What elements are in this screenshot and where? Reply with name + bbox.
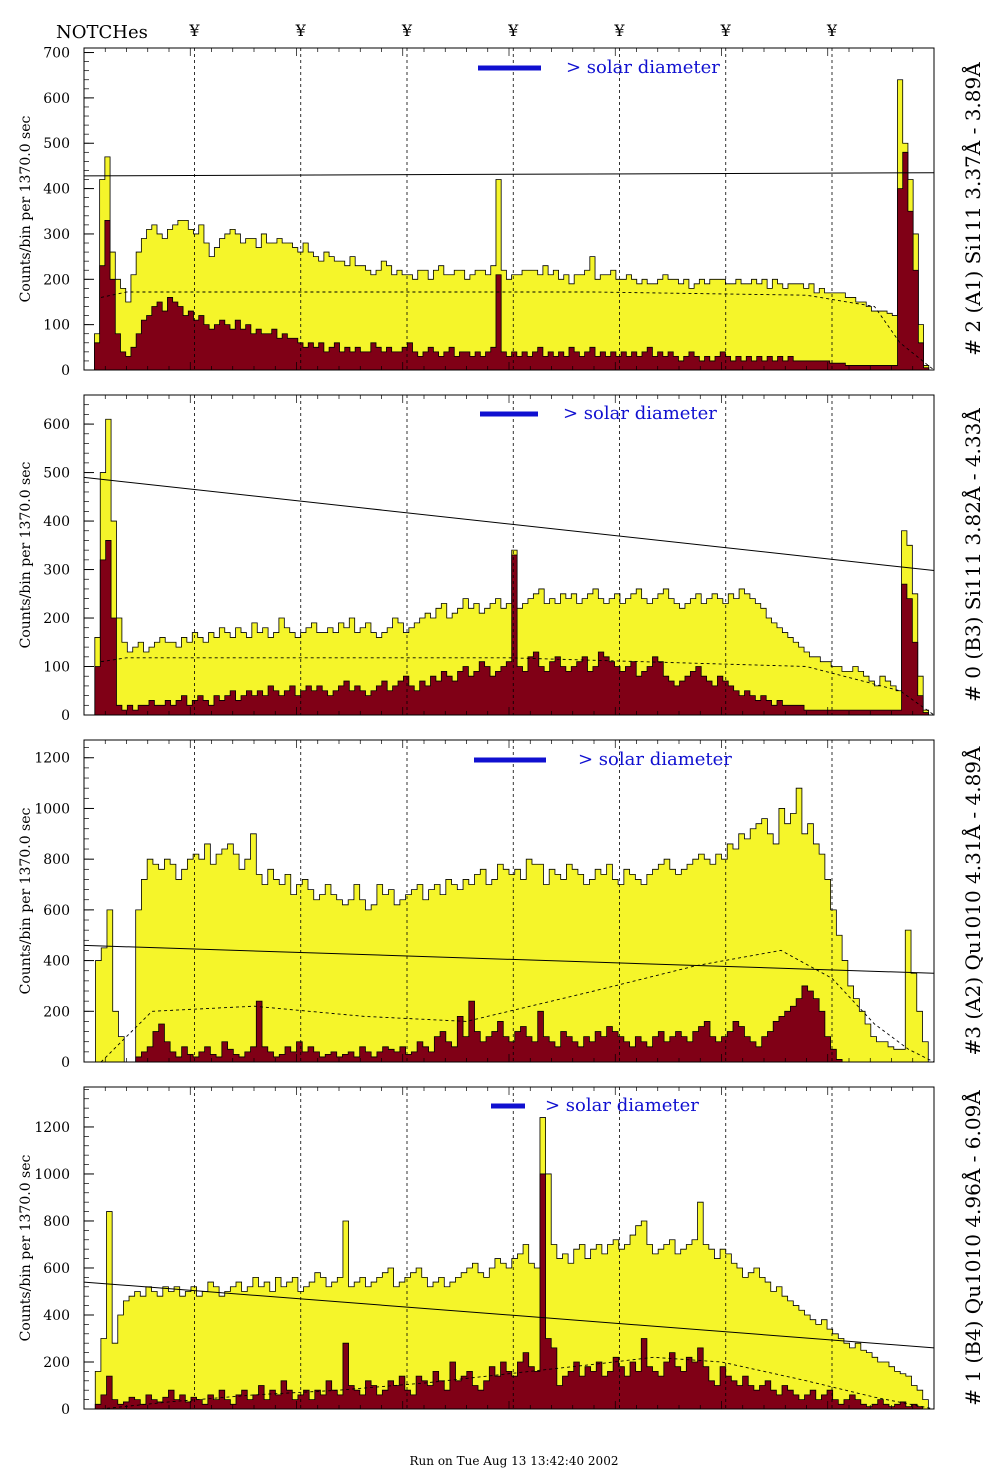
y-axis-label: Counts/bin per 1370.0 sec [18, 1154, 34, 1341]
panel-1: 0 100 200 300 400 500 600 700 Counts/bin per 137… [18, 46, 985, 379]
panel-3: 0 200 400 600 800 1000 1200 Counts/bin per 1370… [18, 739, 985, 1071]
fit-line [83, 476, 935, 572]
histogram-series-2 [84, 1173, 934, 1410]
detector-label: # 1 (B4) Qu1010 4.96Å - 6.09Å [960, 1090, 985, 1406]
y-tick-label: 600 [43, 417, 70, 433]
histogram-series-2 [84, 985, 934, 1063]
y-tick-label: 200 [43, 611, 70, 627]
y-tick-label: 100 [43, 318, 70, 334]
histogram-series-1 [84, 787, 934, 1063]
y-tick-label: 800 [43, 1214, 70, 1230]
solar-diameter-label: > solar diameter [563, 403, 717, 424]
histogram-series-1 [84, 418, 934, 716]
y-tick-label: 1200 [34, 1120, 70, 1136]
run-footer: Run on Tue Aug 13 13:42:40 2002 [410, 1454, 619, 1468]
y-tick-label: 400 [43, 954, 70, 970]
y-tick-label: 200 [43, 1355, 70, 1371]
y-axis-label: Counts/bin per 1370.0 sec [18, 115, 34, 302]
fit-line [83, 1281, 935, 1349]
y-tick-label: 400 [43, 182, 70, 198]
y-tick-label: 0 [61, 1055, 70, 1071]
notch-marker-1: ¥ [188, 21, 200, 40]
notch-markers: ¥ ¥ ¥ ¥ ¥ ¥ ¥ [188, 21, 838, 40]
y-axis-label: Counts/bin per 1370.0 sec [18, 461, 34, 648]
notch-marker-2: ¥ [295, 21, 307, 40]
y-tick-label: 600 [43, 91, 70, 107]
notch-marker-4: ¥ [507, 21, 519, 40]
y-tick-label: 0 [61, 363, 70, 379]
y-tick-label: 600 [43, 1261, 70, 1277]
y-tick-label: 0 [61, 1402, 70, 1418]
histogram-series-1 [84, 1117, 934, 1410]
histogram-series-2 [84, 151, 934, 371]
y-tick-label: 400 [43, 1308, 70, 1324]
solar-diameter-label: > solar diameter [545, 1095, 699, 1116]
y-tick-label: 1200 [34, 751, 70, 767]
y-tick-label: 800 [43, 852, 70, 868]
solar-diameter-label: > solar diameter [566, 57, 720, 78]
fit-line [83, 172, 935, 177]
y-axis-label: Counts/bin per 1370.0 sec [18, 807, 34, 994]
notch-marker-5: ¥ [613, 21, 625, 40]
histogram-series-1 [84, 79, 934, 371]
y-tick-label: 300 [43, 563, 70, 579]
y-tick-label: 500 [43, 136, 70, 152]
y-tick-label: 300 [43, 227, 70, 243]
fit-line [83, 944, 935, 974]
detector-label: # 2 (A1) Si111 3.37Å - 3.89Å [960, 62, 985, 356]
y-tick-label: 500 [43, 466, 70, 482]
notch-marker-6: ¥ [720, 21, 732, 40]
y-tick-label: 200 [43, 1004, 70, 1020]
model-curve [100, 949, 935, 1063]
y-tick-label: 1000 [34, 1167, 70, 1183]
notches-label: NOTCHes [56, 22, 148, 43]
y-tick-label: 1000 [34, 801, 70, 817]
y-tick-label: 700 [43, 46, 70, 62]
model-curve [100, 291, 935, 371]
y-tick-label: 400 [43, 514, 70, 530]
y-tick-label: 100 [43, 660, 70, 676]
panel-2: 0 100 200 300 400 500 600 Counts/bin per 1370.0… [18, 394, 985, 724]
y-tick-label: 600 [43, 903, 70, 919]
solar-diameter-label: > solar diameter [578, 749, 732, 770]
histogram-series-2 [84, 540, 934, 716]
y-tick-label: 0 [61, 708, 70, 724]
notch-marker-3: ¥ [401, 21, 413, 40]
detector-label: #3 (A2) Qu1010 4.31Å - 4.89Å [960, 746, 985, 1055]
y-tick-label: 200 [43, 272, 70, 288]
model-curve [100, 1356, 935, 1410]
detector-label: # 0 (B3) Si111 3.82Å - 4.33Å [960, 408, 985, 702]
notch-marker-7: ¥ [826, 21, 838, 40]
panel-4: 0 200 400 600 800 1000 1200 Counts/bin per 1370… [18, 1086, 985, 1418]
panels: 0 100 200 300 400 500 600 700 Counts/bin per 137… [18, 46, 985, 1418]
